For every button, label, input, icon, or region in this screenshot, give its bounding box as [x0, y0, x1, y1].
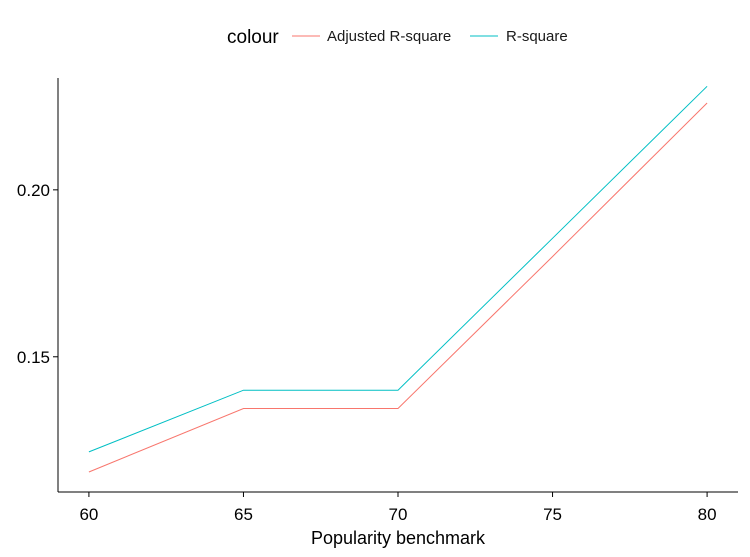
legend-label-adjusted-r-square: Adjusted R-square — [327, 28, 451, 45]
x-axis-title: Popularity benchmark — [311, 528, 486, 548]
x-tick-label: 65 — [234, 505, 253, 524]
x-ticks: 60 65 70 75 80 — [79, 492, 717, 524]
y-tick-label: 0.20 — [17, 181, 50, 200]
y-tick-label: 0.15 — [17, 348, 50, 367]
series-line-adjusted-r-square — [88, 102, 708, 473]
y-ticks: 0.15 0.20 — [17, 181, 58, 367]
legend: colour Adjusted R-square R-square — [227, 27, 568, 48]
legend-label-r-square: R-square — [506, 28, 568, 45]
series-lines — [88, 85, 708, 473]
x-tick-label: 70 — [389, 505, 408, 524]
x-tick-label: 60 — [79, 505, 98, 524]
x-tick-label: 80 — [698, 505, 717, 524]
axes — [57, 78, 738, 493]
series-line-r-square — [88, 85, 708, 453]
legend-title: colour — [227, 27, 279, 48]
x-tick-label: 75 — [543, 505, 562, 524]
